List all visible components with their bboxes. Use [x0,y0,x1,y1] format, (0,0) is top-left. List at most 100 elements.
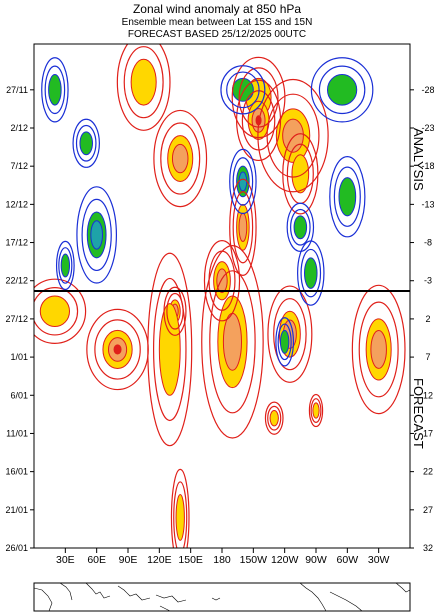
right-tick-label: 32 [423,543,433,553]
south-america-coast [329,591,363,612]
anomaly-contours [34,44,406,548]
negative-anomaly-core [326,74,358,106]
positive-contour [231,56,286,139]
positive-contour [34,287,79,336]
positive-anomaly-core [291,154,310,194]
central-america-coast [299,582,327,612]
forecast-label: FORECAST [411,378,426,449]
right-tick-label: -8 [424,238,432,248]
forecast-base-line: FORECAST BASED 25/12/2025 00UTC [127,29,307,40]
positive-anomaly-core [216,268,228,294]
positive-contour [267,405,282,431]
chart-subtitle: Ensemble mean between Lat 15S and 15N [121,17,313,28]
negative-contour [58,247,73,284]
positive-contour [232,191,254,264]
right-tick-label: 2 [425,314,430,324]
negative-anomaly-core [279,329,290,354]
negative-anomaly-core [48,74,62,106]
right-tick-label: -13 [421,199,434,209]
positive-contour [147,252,193,447]
positive-contour [236,79,282,162]
negative-contour [226,71,260,109]
x-tick-label: 60W [337,554,359,566]
y-tick-label: 11/01 [6,428,28,438]
positive-contour [152,277,187,422]
y-tick-label: 27/12 [5,314,28,324]
x-axis: 30E 60E 90E 120E 150E 180 150W 120W 90W 60W 30W [56,548,390,566]
positive-contour [201,244,264,439]
negative-contour [72,118,100,168]
x-tick-label: 30W [368,554,390,566]
positive-contour [209,270,256,414]
positive-contour [358,301,399,398]
x-tick-label: 120W [271,554,299,566]
right-tick-label: 27 [423,505,433,515]
negative-contour [300,248,322,298]
positive-contour [203,240,241,322]
positive-contour [123,46,164,119]
pacific-islands [211,597,221,601]
positive-anomaly-core [171,143,189,174]
positive-contour [273,298,307,371]
y-tick-label: 2/12 [10,123,28,133]
australia-coast [159,605,171,612]
positive-contour [351,284,406,415]
negative-anomaly-core [238,171,248,192]
right-tick-label: 7 [425,352,430,362]
negative-contour [81,198,112,272]
negative-anomaly-core [338,177,357,217]
right-tick-label: 12 [423,390,433,400]
positive-contour [267,285,313,383]
positive-anomaly-core [222,312,243,371]
negative-contour [297,240,325,306]
right-tick-label: -3 [424,276,432,286]
negative-contour [76,186,118,284]
negative-contour [229,148,257,215]
newguinea-coast [155,594,187,603]
positive-contour [229,178,257,276]
positive-contour [160,122,201,195]
right-tick-label: 17 [423,428,433,438]
negative-contour [44,65,66,115]
positive-contour [163,286,187,336]
x-tick-label: 30E [56,554,75,566]
positive-anomaly-core [113,344,122,355]
positive-contour [308,393,324,428]
right-tick-label: -28 [421,85,434,95]
positive-contour [257,78,329,193]
indonesia-coast [117,585,151,601]
world-map-strip [33,582,411,612]
negative-contour [220,65,266,115]
positive-contour [264,401,284,435]
right-tick-label: -18 [421,161,434,171]
x-tick-label: 60E [87,554,106,566]
x-tick-label: 150E [178,554,203,566]
positive-contour [94,319,141,380]
negative-contour [329,156,366,238]
right-tick-label: 22 [423,467,433,477]
negative-anomaly-core [90,220,103,250]
x-tick-label: 90W [305,554,327,566]
positive-anomaly-core [158,303,181,396]
negative-contour [310,57,374,123]
negative-contour [75,124,97,162]
negative-contour [318,65,366,115]
negative-contour [290,208,311,246]
negative-anomaly-core [60,253,71,278]
positive-anomaly-core [282,118,304,153]
negative-contour [333,166,361,227]
positive-anomaly-core [312,402,320,419]
positive-anomaly-core [370,330,387,369]
y-tick-label: 26/01 [5,543,28,553]
positive-contour [238,67,279,128]
x-tick-label: 180 [213,554,231,566]
y-tick-label: 7/12 [10,161,28,171]
anomaly-fills [39,58,392,541]
negative-contour [41,57,69,123]
y-tick-label: 16/01 [5,467,28,477]
positive-anomaly-core [269,410,279,427]
positive-contour [310,398,322,423]
analysis-label: ANALYSIS [411,128,426,191]
negative-anomaly-core [231,77,254,102]
